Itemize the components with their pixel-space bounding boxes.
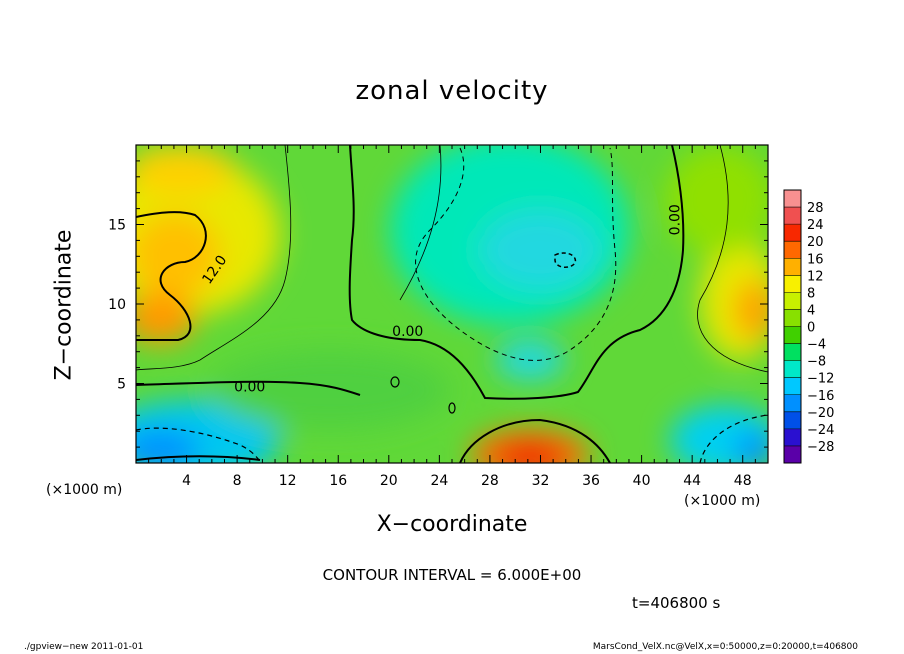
- colorbar-label: 24: [807, 218, 824, 233]
- colorbar-swatch: [784, 394, 801, 412]
- x-tick-label: 32: [532, 473, 550, 489]
- x-axis-label: X−coordinate: [376, 512, 528, 537]
- footer-right: MarsCond_VelX.nc@VelX,x=0:50000,z=0:2000…: [592, 642, 858, 652]
- x-tick-label: 4: [182, 473, 191, 489]
- colorbar-swatch: [784, 241, 801, 259]
- y-axis-label: Z−coordinate: [51, 229, 77, 381]
- x-unit-label: (×1000 m): [46, 482, 123, 498]
- colorbar-swatch: [784, 343, 801, 361]
- x-tick-label: 48: [734, 473, 752, 489]
- contour-label: 0.00: [234, 379, 265, 395]
- x-tick-label: 24: [430, 473, 448, 489]
- contour-small-loop: [448, 402, 456, 414]
- colorbar-label: −8: [807, 355, 826, 370]
- contour-6-middle: [399, 145, 442, 301]
- colorbar-label: 20: [807, 235, 824, 250]
- contour-strong: [136, 418, 611, 463]
- contour-neg12-center: [554, 252, 577, 268]
- y-axis: 5 10 15: [108, 144, 768, 464]
- colorbar-swatch: [784, 428, 801, 446]
- contour-neg6-right: [699, 414, 768, 463]
- colorbar-swatch: [784, 445, 801, 463]
- contour-label: 0.00: [392, 324, 423, 340]
- x-tick-label: 28: [481, 473, 499, 489]
- colorbar-swatch: [784, 207, 801, 225]
- colorbar-label: −24: [807, 423, 834, 438]
- contour-neg6-center: [415, 147, 617, 361]
- colorbar-swatch: [784, 309, 801, 327]
- colorbar-label: −20: [807, 406, 834, 421]
- heatmap-field: [136, 145, 768, 463]
- colorbar-swatch: [784, 275, 801, 293]
- contour-small-loop: [390, 376, 400, 388]
- colorbar-swatch: [784, 411, 801, 429]
- colorbar-swatch: [784, 292, 801, 310]
- x-tick-label: 8: [233, 473, 242, 489]
- colorbar-swatch: [784, 360, 801, 378]
- colorbar-swatch: [784, 258, 801, 276]
- colorbar: 28 24 20 16 12 8 4 0 −4 −8 −12 −16 −20 −24 −28: [783, 189, 834, 464]
- x-tick-label: 36: [582, 473, 600, 489]
- x-tick-label: 16: [329, 473, 347, 489]
- colorbar-label: −28: [807, 440, 834, 455]
- chart-title: zonal velocity: [355, 76, 549, 106]
- colorbar-swatch: [784, 377, 801, 395]
- contour-6-left: [136, 145, 292, 371]
- colorbar-label: 28: [807, 201, 824, 216]
- contour-neg6-left: [136, 427, 263, 463]
- colorbar-swatch: [784, 224, 801, 242]
- colorbar-label: 8: [807, 286, 815, 301]
- y-tick-label: 10: [108, 297, 126, 313]
- contour-label: 0.00: [668, 204, 684, 235]
- colorbar-label: −16: [807, 389, 834, 404]
- contour-6-right: [697, 145, 768, 373]
- time-label: t=406800 s: [632, 594, 721, 612]
- colorbar-swatch: [784, 190, 801, 208]
- colorbar-label: −12: [807, 372, 834, 387]
- footer-left: ./gpview−new 2011-01-01: [24, 642, 144, 652]
- colorbar-label: −4: [807, 338, 826, 353]
- x-tick-label: 20: [380, 473, 398, 489]
- colorbar-swatch: [784, 326, 801, 344]
- colorbar-label: 16: [807, 252, 824, 267]
- contour-zero-lower: [136, 380, 361, 396]
- x-unit-label-right: (×1000 m): [684, 493, 761, 509]
- x-tick-label: 12: [279, 473, 297, 489]
- colorbar-label: 12: [807, 269, 824, 284]
- x-tick-label: 44: [683, 473, 701, 489]
- x-axis: 4 8 12 16 20 24 28 32 36 40 44 48: [135, 145, 769, 489]
- colorbar-label: 4: [807, 303, 815, 318]
- contour-interval: CONTOUR INTERVAL = 6.000E+00: [322, 566, 582, 584]
- contour-12: [136, 211, 207, 341]
- colorbar-label: 0: [807, 321, 815, 336]
- x-tick-label: 40: [633, 473, 651, 489]
- y-tick-label: 15: [108, 218, 126, 234]
- contour-zero-center: [348, 145, 685, 400]
- y-tick-label: 5: [117, 377, 126, 393]
